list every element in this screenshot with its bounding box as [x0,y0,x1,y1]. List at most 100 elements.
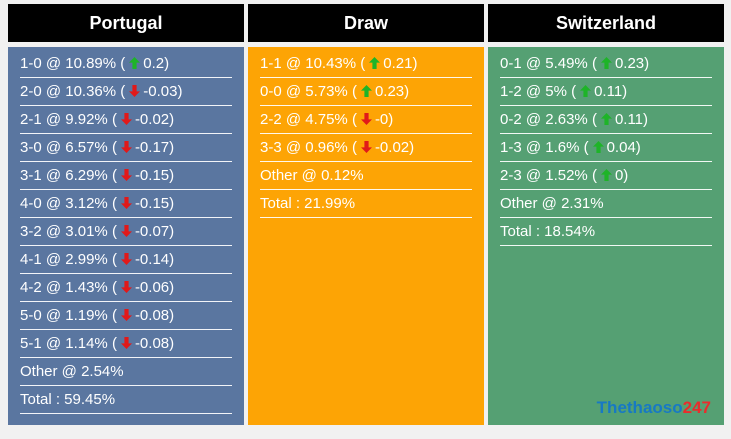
row-delta: -0.03) [143,83,183,100]
column-header-switzerland: Switzerland [488,4,724,42]
column-draw: Draw 1-1 @ 10.43% ( 0.21) 0-0 @ 5.73% ( 0.2… [248,4,484,425]
summary-row: Total : 21.99% [260,190,472,218]
row-label: 3-2 @ 3.01% ( [20,223,117,240]
row-label: 5-0 @ 1.19% ( [20,307,117,324]
down-arrow-icon [120,302,132,329]
score-row: 4-2 @ 1.43% ( -0.06) [20,274,232,302]
column-portugal: Portugal 1-0 @ 10.89% ( 0.2) 2-0 @ 10.36% … [8,4,244,425]
row-delta: -0) [374,111,394,128]
up-arrow-icon [600,50,612,77]
watermark-text-red: 247 [682,398,711,417]
row-label: 1-1 @ 10.43% ( [260,55,366,72]
summary-row: Other @ 2.31% [500,190,712,218]
score-row: 5-1 @ 1.14% ( -0.08) [20,330,232,358]
score-row: 5-0 @ 1.19% ( -0.08) [20,302,232,330]
down-arrow-icon [120,162,132,189]
score-row: 4-0 @ 3.12% ( -0.15) [20,190,232,218]
score-row: 0-2 @ 2.63% ( 0.11) [500,106,712,134]
row-label: 4-0 @ 3.12% ( [20,195,117,212]
down-arrow-icon [120,330,132,357]
row-delta: 0) [614,167,629,184]
row-label: 0-0 @ 5.73% ( [260,83,357,100]
score-row: 3-3 @ 0.96% ( -0.02) [260,134,472,162]
summary-row: Other @ 2.54% [20,358,232,386]
score-row: 1-1 @ 10.43% ( 0.21) [260,50,472,78]
row-delta: 0.23) [614,55,650,72]
score-row: 3-2 @ 3.01% ( -0.07) [20,218,232,246]
row-label: Total : 21.99% [260,195,356,212]
down-arrow-icon [120,106,132,133]
down-arrow-icon [120,134,132,161]
columns-container: Portugal 1-0 @ 10.89% ( 0.2) 2-0 @ 10.36% … [8,4,724,425]
column-body-switzerland: 0-1 @ 5.49% (0.23) 1-2 @ 5% (0.11) 0-2 @ 2… [488,47,724,425]
down-arrow-icon [360,106,372,133]
score-row: 3-0 @ 6.57% ( -0.17) [20,134,232,162]
score-row: 0-0 @ 5.73% ( 0.23) [260,78,472,106]
row-label: 2-0 @ 10.36% ( [20,83,126,100]
up-arrow-icon [129,50,141,77]
row-delta: -0.14) [134,251,175,268]
row-delta: -0.02) [374,139,415,156]
up-arrow-icon [592,134,604,161]
down-arrow-icon [120,274,132,301]
row-delta: 0.2) [143,55,170,72]
watermark-logo: Thethaoso247 [597,398,711,418]
summary-row: Total : 59.45% [20,386,232,414]
row-delta: -0.07) [134,223,175,240]
up-arrow-icon [600,162,612,189]
column-body-draw: 1-1 @ 10.43% ( 0.21) 0-0 @ 5.73% ( 0.23) 2-2… [248,47,484,425]
row-delta: -0.06) [134,279,175,296]
up-arrow-icon [360,78,372,105]
row-label: 3-1 @ 6.29% ( [20,167,117,184]
row-label: 0-1 @ 5.49% ( [500,55,597,72]
row-label: 0-2 @ 2.63% ( [500,111,597,128]
row-delta: -0.08) [134,335,175,352]
row-label: 4-1 @ 2.99% ( [20,251,117,268]
row-delta: 0.04) [606,139,641,156]
score-row: 1-2 @ 5% ( 0.11) [500,78,712,106]
row-delta: -0.15) [134,195,175,212]
summary-row: Other @ 0.12% [260,162,472,190]
up-arrow-icon [580,78,592,105]
row-delta: 0.11) [614,111,649,128]
row-label: Total : 59.45% [20,391,116,408]
row-label: 4-2 @ 1.43% ( [20,279,117,296]
row-label: 2-1 @ 9.92% ( [20,111,117,128]
up-arrow-icon [600,106,612,133]
row-delta: -0.15) [134,167,175,184]
row-label: 1-0 @ 10.89% ( [20,55,126,72]
column-switzerland: Switzerland 0-1 @ 5.49% ( 0.23) 1-2 @ 5% (… [488,4,724,425]
score-row: 1-0 @ 10.89% ( 0.2) [20,50,232,78]
row-label: 5-1 @ 1.14% ( [20,335,117,352]
row-delta: -0.02) [134,111,175,128]
row-label: 3-3 @ 0.96% ( [260,139,357,156]
column-header-draw: Draw [248,4,484,42]
score-row: 0-1 @ 5.49% ( 0.23) [500,50,712,78]
column-body-portugal: 1-0 @ 10.89% ( 0.2) 2-0 @ 10.36% ( -0.03) 2-… [8,47,244,425]
row-label: Other @ 0.12% [260,167,364,184]
summary-row: Total : 18.54% [500,218,712,246]
watermark-text-blue: Thethaoso [596,398,683,417]
up-arrow-icon [369,50,381,77]
row-label: Other @ 2.31% [500,195,604,212]
row-delta: -0.17) [134,139,175,156]
down-arrow-icon [120,218,132,245]
down-arrow-icon [360,134,372,161]
row-label: 1-2 @ 5% ( [500,83,577,100]
row-delta: -0.08) [134,307,175,324]
row-delta: 0.11) [594,83,628,100]
score-row: 1-3 @ 1.6% ( 0.04) [500,134,712,162]
score-row: 2-2 @ 4.75% ( -0) [260,106,472,134]
row-label: Total : 18.54% [500,223,596,240]
row-label: 2-2 @ 4.75% ( [260,111,357,128]
row-label: 2-3 @ 1.52% ( [500,167,597,184]
row-delta: 0.21) [383,55,418,72]
down-arrow-icon [129,78,141,105]
column-header-portugal: Portugal [8,4,244,42]
row-label: 3-0 @ 6.57% ( [20,139,117,156]
score-row: 2-1 @ 9.92% ( -0.02) [20,106,232,134]
row-label: 1-3 @ 1.6% ( [500,139,589,156]
row-delta: 0.23) [374,83,410,100]
score-row: 4-1 @ 2.99% ( -0.14) [20,246,232,274]
